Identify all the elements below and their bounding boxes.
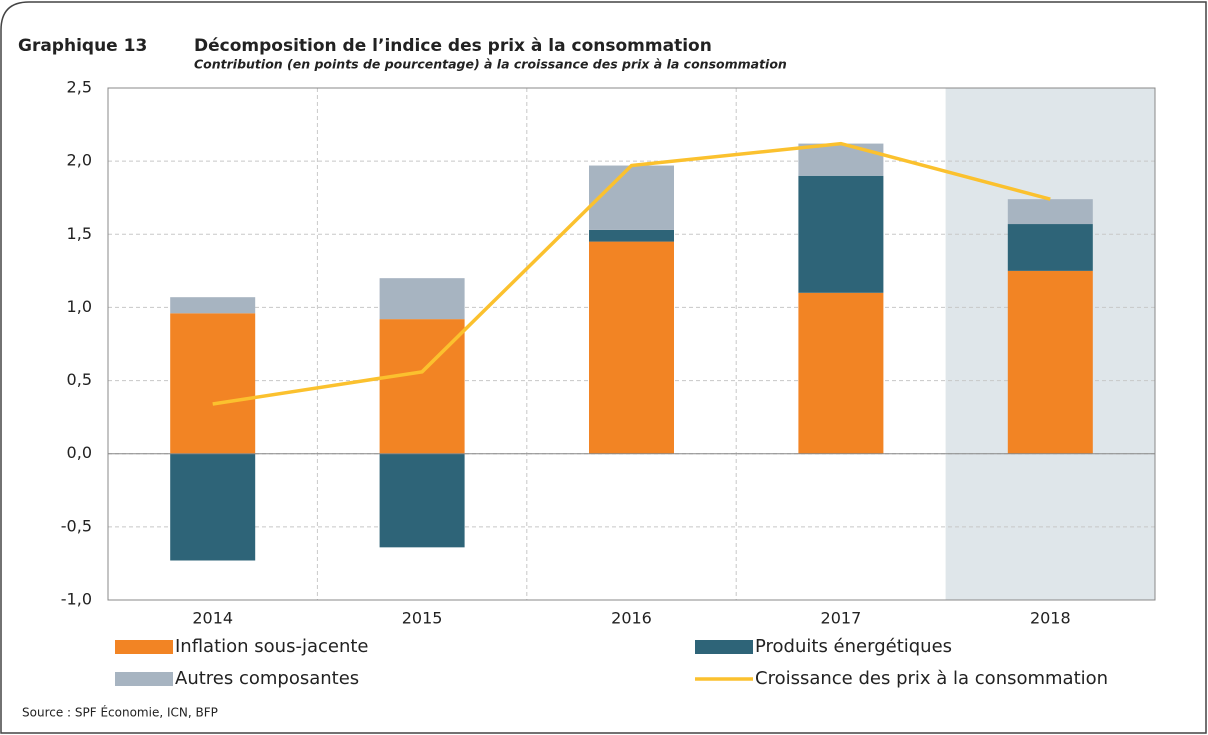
plot-border xyxy=(107,87,1156,601)
x-tick-label: 2016 xyxy=(611,609,652,628)
chart-title: Décomposition de l’indice des prix à la … xyxy=(194,36,712,56)
y-tick-label: 1,5 xyxy=(67,224,92,243)
x-tick-label: 2014 xyxy=(192,609,233,628)
y-tick-label: -0,5 xyxy=(61,516,92,535)
bar xyxy=(798,143,884,176)
bar xyxy=(170,453,256,561)
legend-swatch xyxy=(115,672,173,686)
source: Source : SPF Économie, ICN, BFP xyxy=(22,705,218,720)
bar xyxy=(379,278,465,320)
bar xyxy=(798,292,884,454)
bar xyxy=(798,175,884,293)
bar xyxy=(1007,270,1093,454)
x-tick-label: 2017 xyxy=(821,609,862,628)
legend-label: Inflation sous-jacente xyxy=(175,636,369,657)
legend-label: Autres composantes xyxy=(175,668,359,689)
legend-label: Croissance des prix à la consommation xyxy=(755,668,1108,689)
chart-label: Graphique 13 xyxy=(18,36,147,56)
bar xyxy=(379,319,465,454)
legend-label: Produits énergétiques xyxy=(755,636,952,657)
chart-subtitle: Contribution (en points de pourcentage) … xyxy=(194,57,787,72)
bar xyxy=(1007,199,1093,225)
y-tick-label: -1,0 xyxy=(61,590,92,609)
legend-swatch xyxy=(115,640,173,654)
bar xyxy=(589,165,674,230)
bar xyxy=(170,297,256,314)
y-tick-label: 0,0 xyxy=(67,443,92,462)
line xyxy=(212,141,1051,406)
x-tick-label: 2015 xyxy=(402,609,443,628)
y-tick-label: 1,0 xyxy=(67,297,92,316)
y-tick-label: 2,0 xyxy=(67,151,92,170)
bar xyxy=(170,313,256,454)
y-tick-label: 2,5 xyxy=(67,78,92,97)
x-tick-label: 2018 xyxy=(1030,609,1071,628)
bar xyxy=(1007,224,1093,271)
bar xyxy=(589,229,674,242)
bar xyxy=(589,241,674,454)
bar xyxy=(379,453,465,548)
legend-swatch xyxy=(695,640,753,654)
y-tick-label: 0,5 xyxy=(67,370,92,389)
